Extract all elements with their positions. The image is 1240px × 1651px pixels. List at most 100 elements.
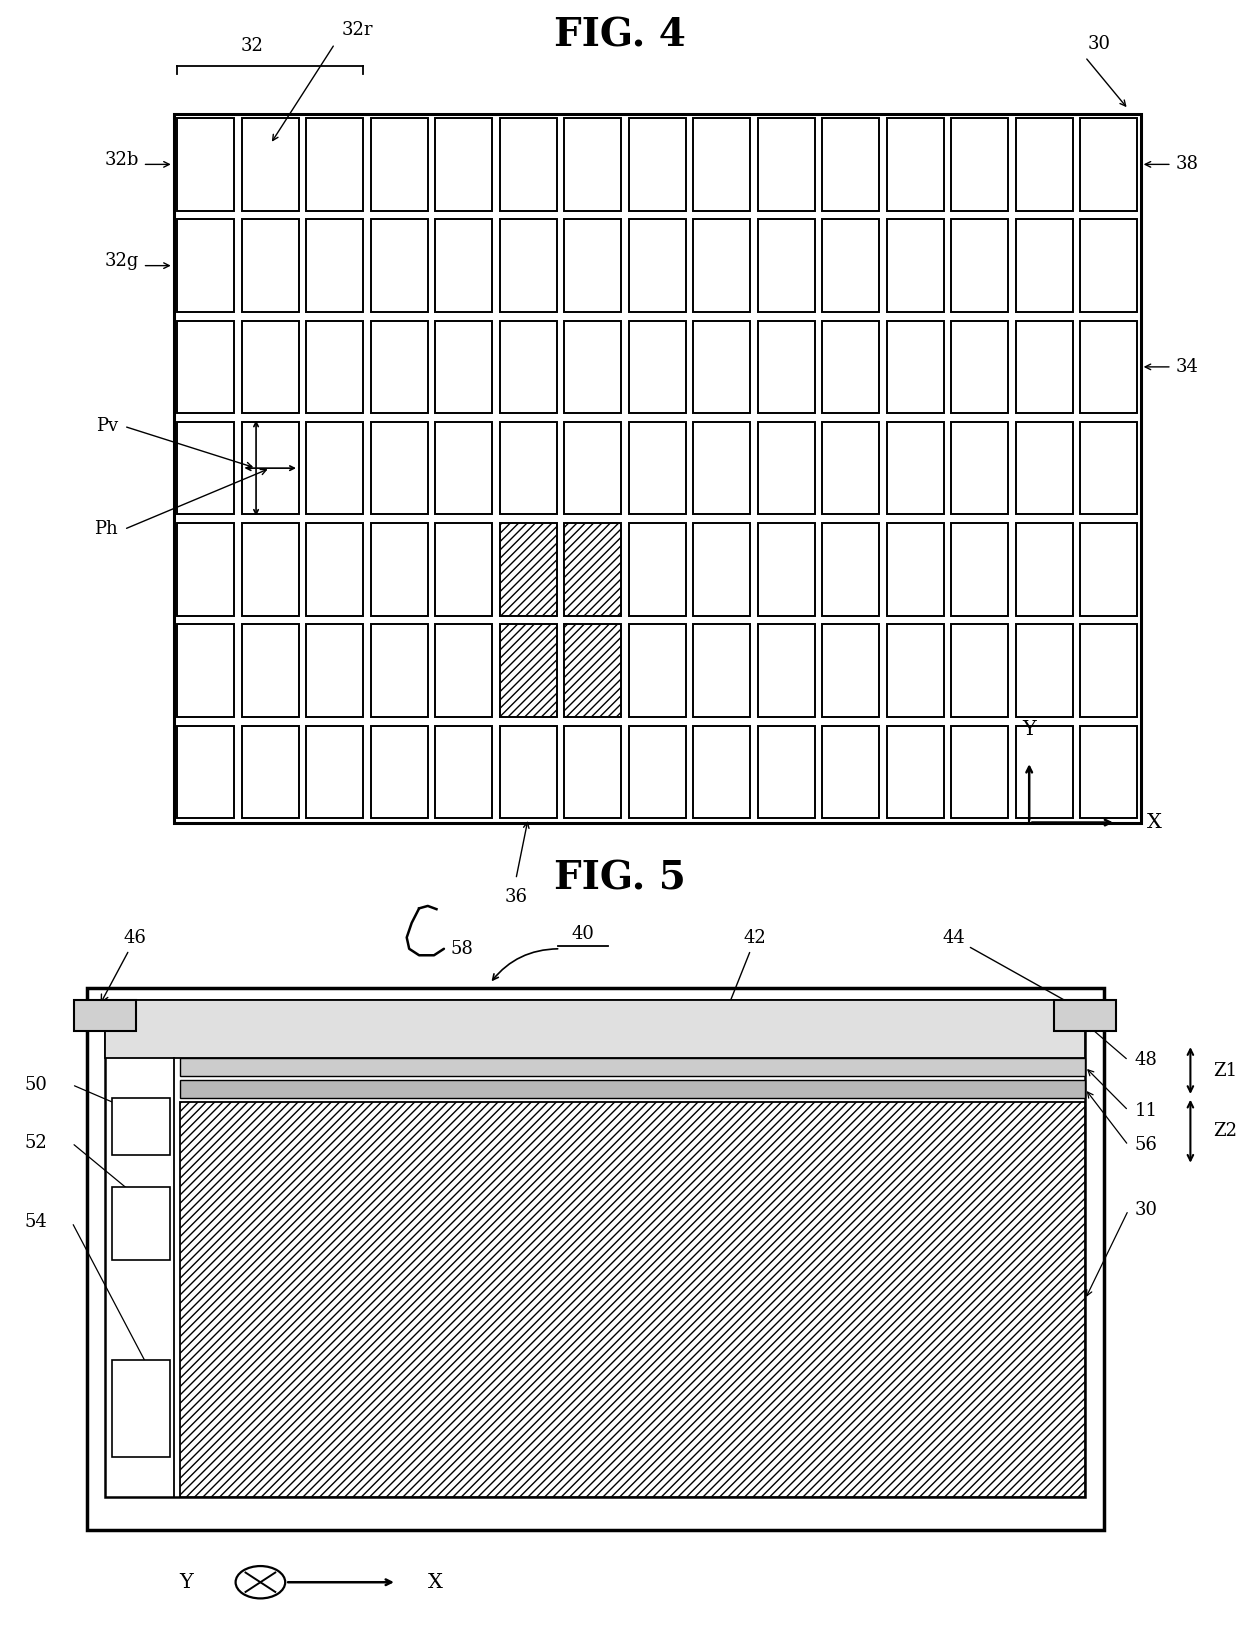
Bar	[1080, 320, 1137, 413]
Text: Z2: Z2	[1213, 1123, 1236, 1141]
Bar	[1016, 119, 1073, 211]
Bar	[822, 119, 879, 211]
Bar	[180, 1058, 1085, 1076]
Bar	[74, 1001, 136, 1030]
Bar	[1054, 1001, 1116, 1030]
Text: 52: 52	[25, 1134, 47, 1152]
Bar	[435, 220, 492, 312]
Bar	[435, 523, 492, 616]
Bar	[693, 624, 750, 717]
Text: 32b: 32b	[104, 150, 139, 168]
Bar	[951, 119, 1008, 211]
Bar	[951, 523, 1008, 616]
Bar	[887, 320, 944, 413]
Bar	[629, 220, 686, 312]
Bar	[371, 726, 428, 819]
Bar	[564, 726, 621, 819]
Bar	[693, 523, 750, 616]
Bar	[112, 1187, 170, 1260]
Text: 36: 36	[505, 888, 527, 906]
Bar	[564, 119, 621, 211]
Text: FIG. 4: FIG. 4	[554, 17, 686, 54]
Bar	[105, 1001, 1085, 1058]
Text: 56: 56	[1135, 1136, 1157, 1154]
Bar	[306, 220, 363, 312]
Bar	[1080, 220, 1137, 312]
Text: 42: 42	[720, 930, 766, 1025]
Bar	[1080, 624, 1137, 717]
Bar	[951, 320, 1008, 413]
Bar	[242, 624, 299, 717]
Text: 54: 54	[25, 1213, 47, 1232]
Bar	[1016, 523, 1073, 616]
Bar	[500, 523, 557, 616]
Bar	[822, 523, 879, 616]
Bar	[822, 220, 879, 312]
Bar	[758, 119, 815, 211]
Bar	[564, 320, 621, 413]
Bar	[693, 119, 750, 211]
Bar	[306, 119, 363, 211]
Bar	[693, 726, 750, 819]
Bar	[758, 726, 815, 819]
Bar	[564, 423, 621, 515]
Text: X: X	[1147, 812, 1162, 832]
Bar	[177, 624, 234, 717]
Text: FIG. 5: FIG. 5	[554, 860, 686, 898]
Bar	[758, 320, 815, 413]
Bar	[242, 119, 299, 211]
Text: 30: 30	[1087, 35, 1111, 53]
Bar	[435, 119, 492, 211]
Bar	[177, 220, 234, 312]
Bar	[174, 114, 1141, 822]
Bar	[629, 119, 686, 211]
Bar	[951, 726, 1008, 819]
Bar	[435, 423, 492, 515]
Bar	[306, 523, 363, 616]
Bar	[306, 624, 363, 717]
Text: 32r: 32r	[341, 21, 373, 40]
Bar	[500, 119, 557, 211]
Bar	[1016, 320, 1073, 413]
Bar	[180, 1080, 1085, 1098]
Bar	[887, 423, 944, 515]
Bar	[1016, 423, 1073, 515]
Bar	[758, 220, 815, 312]
Bar	[371, 119, 428, 211]
Bar	[500, 220, 557, 312]
Bar	[242, 220, 299, 312]
Bar	[758, 423, 815, 515]
Bar	[693, 423, 750, 515]
Bar	[1016, 726, 1073, 819]
Bar	[887, 523, 944, 616]
Text: 50: 50	[25, 1076, 47, 1093]
Bar	[306, 320, 363, 413]
Bar	[629, 320, 686, 413]
Bar	[105, 1001, 1085, 1497]
Bar	[112, 1098, 170, 1156]
Text: 44: 44	[942, 930, 1087, 1014]
Bar	[112, 1360, 170, 1456]
Bar	[371, 423, 428, 515]
Text: Pv: Pv	[95, 418, 118, 436]
Bar	[177, 320, 234, 413]
Text: 11: 11	[1135, 1101, 1158, 1119]
Bar	[177, 423, 234, 515]
Bar	[1016, 624, 1073, 717]
Bar	[887, 220, 944, 312]
Bar	[435, 624, 492, 717]
Text: Y: Y	[1022, 720, 1037, 740]
Bar	[758, 624, 815, 717]
Bar	[500, 624, 557, 717]
Bar	[500, 320, 557, 413]
Bar	[822, 624, 879, 717]
Bar	[177, 523, 234, 616]
Bar	[242, 726, 299, 819]
Text: 48: 48	[1135, 1052, 1157, 1070]
Bar	[242, 523, 299, 616]
Bar	[1080, 119, 1137, 211]
Bar	[306, 726, 363, 819]
Bar	[1016, 220, 1073, 312]
Bar	[1080, 523, 1137, 616]
Bar	[371, 220, 428, 312]
